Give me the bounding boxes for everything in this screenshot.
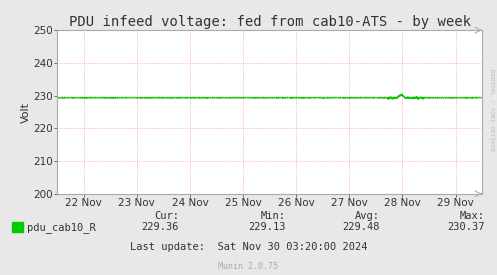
Text: Max:: Max: (460, 211, 485, 221)
Text: Cur:: Cur: (154, 211, 179, 221)
Text: Min:: Min: (261, 211, 286, 221)
Text: 230.37: 230.37 (447, 222, 485, 232)
Text: pdu_cab10_R: pdu_cab10_R (27, 222, 96, 233)
Text: 229.48: 229.48 (343, 222, 380, 232)
Y-axis label: Volt: Volt (20, 101, 30, 123)
Text: Munin 2.0.75: Munin 2.0.75 (219, 262, 278, 271)
Text: RRDTOOL / TOBI OETIKER: RRDTOOL / TOBI OETIKER (490, 69, 495, 151)
Title: PDU infeed voltage: fed from cab10-ATS - by week: PDU infeed voltage: fed from cab10-ATS -… (69, 15, 471, 29)
Text: 229.13: 229.13 (248, 222, 286, 232)
Text: Avg:: Avg: (355, 211, 380, 221)
Text: Last update:  Sat Nov 30 03:20:00 2024: Last update: Sat Nov 30 03:20:00 2024 (130, 242, 367, 252)
Text: 229.36: 229.36 (142, 222, 179, 232)
